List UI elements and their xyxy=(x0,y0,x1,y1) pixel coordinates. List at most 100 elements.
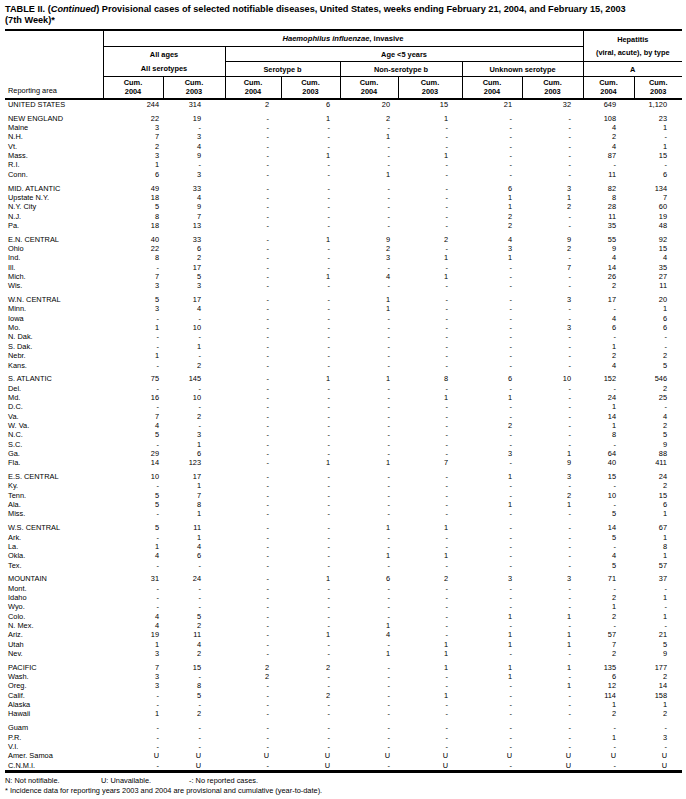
value-cell: - xyxy=(340,160,398,169)
value-cell: - xyxy=(462,332,522,341)
reporting-area-header: Reporting area xyxy=(5,30,103,99)
value-cell: - xyxy=(163,160,225,169)
table-row: N.H.73--1---2- xyxy=(5,132,682,141)
value-cell: - xyxy=(225,458,281,467)
value-cell: - xyxy=(281,184,340,193)
table-row: Kans.-2------45 xyxy=(5,361,682,370)
value-cell: 3 xyxy=(634,733,682,742)
value-cell: - xyxy=(340,123,398,132)
value-cell: 5 xyxy=(103,491,163,500)
cum-year-header: Cum.2004 xyxy=(462,77,522,100)
value-cell: 6 xyxy=(583,323,634,332)
value-cell: - xyxy=(462,584,522,593)
value-cell: 134 xyxy=(634,184,682,193)
value-cell: 4 xyxy=(103,551,163,560)
value-cell: - xyxy=(225,509,281,518)
value-cell: - xyxy=(462,681,522,690)
value-cell: 1 xyxy=(163,509,225,518)
table-row: Okla.46--11--41 xyxy=(5,551,682,560)
value-cell: 1 xyxy=(340,523,398,532)
value-cell: U xyxy=(462,751,522,760)
value-cell: 1 xyxy=(462,612,522,621)
value-cell: 4 xyxy=(163,193,225,202)
value-cell: - xyxy=(225,332,281,341)
value-cell: 1 xyxy=(163,533,225,542)
value-cell: 11 xyxy=(163,630,225,639)
reporting-area-cell: Colo. xyxy=(5,612,103,621)
value-cell: - xyxy=(103,314,163,323)
value-cell: - xyxy=(340,221,398,230)
value-cell: 6 xyxy=(163,244,225,253)
value-cell: 1 xyxy=(522,449,583,458)
value-cell: 9 xyxy=(583,244,634,253)
value-cell: - xyxy=(340,202,398,211)
table-row: Conn.63--1---116 xyxy=(5,170,682,179)
value-cell: - xyxy=(225,393,281,402)
table-row: Miss.-1------51 xyxy=(5,509,682,518)
value-cell: - xyxy=(522,332,583,341)
value-cell: 1 xyxy=(398,114,462,123)
table-row: Va.72------144 xyxy=(5,412,682,421)
value-cell: - xyxy=(225,123,281,132)
value-cell: - xyxy=(281,681,340,690)
value-cell: - xyxy=(225,281,281,290)
value-cell: - xyxy=(398,533,462,542)
value-cell: 2 xyxy=(225,663,281,672)
value-cell: - xyxy=(522,160,583,169)
cum-year-header: Cum.2003 xyxy=(634,77,682,100)
value-cell: 1 xyxy=(398,151,462,160)
cum-year-header: Cum.2003 xyxy=(398,77,462,100)
value-cell: - xyxy=(398,193,462,202)
value-cell: - xyxy=(281,402,340,411)
value-cell: - xyxy=(522,542,583,551)
value-cell: 6 xyxy=(634,170,682,179)
reporting-area-cell: V.I. xyxy=(5,742,103,751)
value-cell: - xyxy=(281,142,340,151)
table-row: E.S. CENTRAL1017----131524 xyxy=(5,472,682,481)
value-cell: 1 xyxy=(634,593,682,602)
value-cell: 1 xyxy=(398,649,462,658)
value-cell: - xyxy=(462,509,522,518)
value-cell: 1 xyxy=(583,342,634,351)
value-cell: 7 xyxy=(103,663,163,672)
value-cell: 15 xyxy=(163,663,225,672)
value-cell: - xyxy=(462,351,522,360)
value-cell: - xyxy=(340,449,398,458)
reporting-area-cell: Oreg. xyxy=(5,681,103,690)
value-cell: - xyxy=(225,384,281,393)
value-cell: - xyxy=(398,412,462,421)
value-cell: - xyxy=(225,584,281,593)
value-cell: 9 xyxy=(634,440,682,449)
value-cell: - xyxy=(462,733,522,742)
value-cell: 13 xyxy=(163,221,225,230)
value-cell: 1 xyxy=(163,481,225,490)
value-cell: 2 xyxy=(163,361,225,370)
table-row: Ala.58----11-6 xyxy=(5,500,682,509)
value-cell: - xyxy=(163,332,225,341)
value-cell: - xyxy=(462,533,522,542)
value-cell: 1 xyxy=(281,574,340,583)
value-cell: - xyxy=(398,263,462,272)
value-cell: - xyxy=(340,533,398,542)
value-cell: - xyxy=(583,384,634,393)
value-cell: - xyxy=(340,723,398,732)
reporting-area-cell: Mass. xyxy=(5,151,103,160)
value-cell: 2 xyxy=(462,212,522,221)
value-cell: - xyxy=(281,593,340,602)
value-cell: - xyxy=(281,132,340,141)
value-cell: - xyxy=(225,114,281,123)
value-cell: U xyxy=(634,751,682,760)
table-row: Colo.45----1121 xyxy=(5,612,682,621)
value-cell: 1 xyxy=(398,640,462,649)
value-cell: - xyxy=(281,472,340,481)
value-cell: - xyxy=(634,132,682,141)
value-cell: - xyxy=(462,402,522,411)
cum-year-header: Cum.2004 xyxy=(583,77,634,100)
value-cell: 14 xyxy=(634,681,682,690)
value-cell: - xyxy=(398,314,462,323)
value-cell: - xyxy=(462,295,522,304)
value-cell: 4 xyxy=(163,304,225,313)
value-cell: 20 xyxy=(634,295,682,304)
value-cell: - xyxy=(225,402,281,411)
value-cell: 5 xyxy=(583,533,634,542)
